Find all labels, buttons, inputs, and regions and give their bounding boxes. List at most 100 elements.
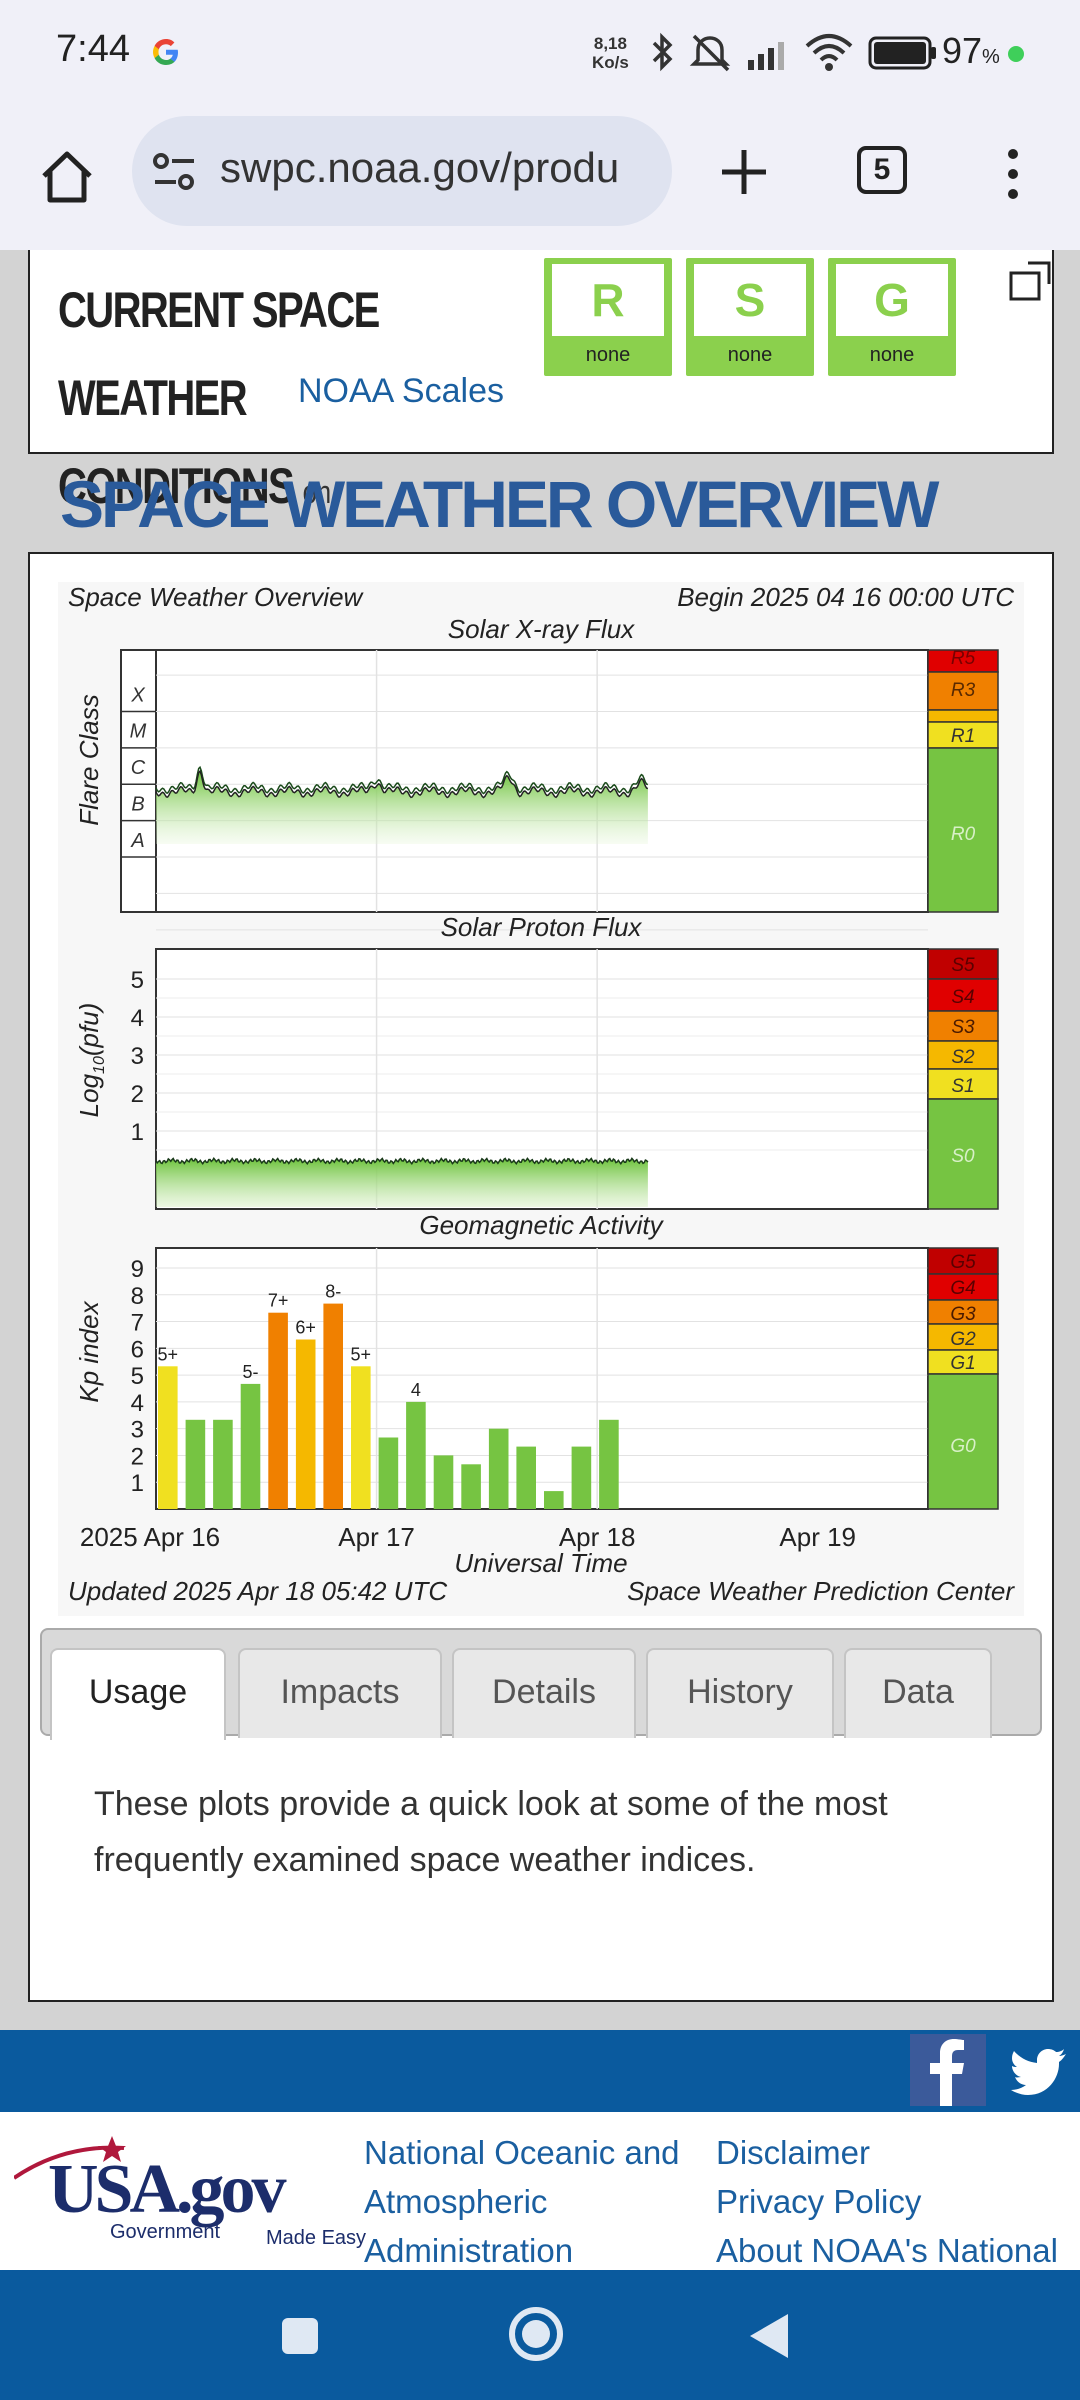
s-scale-label: S1 (951, 1076, 974, 1097)
s-scale-label: S4 (951, 987, 974, 1008)
noaa-admin-link[interactable]: National Oceanic and Atmospheric Adminis… (364, 2128, 680, 2275)
scale-g-badge[interactable]: G none (828, 258, 956, 376)
geomag-ytick: 4 (131, 1390, 144, 1417)
scale-s-level: none (686, 344, 814, 367)
usa-gov-logo[interactable]: USA.gov Government Made Easy (14, 2126, 372, 2250)
scale-r-badge[interactable]: R none (544, 258, 672, 376)
xray-ylabel: Flare Class (74, 694, 104, 825)
kp-bar (516, 1447, 536, 1509)
kp-bar (268, 1313, 288, 1509)
scale-r-letter: R (552, 264, 664, 336)
r-scale-label: R1 (951, 726, 975, 747)
home-icon[interactable] (38, 148, 96, 206)
footer: USA.gov Government Made Easy National Oc… (0, 2112, 1080, 2270)
tab-history[interactable]: History (646, 1648, 834, 1738)
tab-impacts[interactable]: Impacts (238, 1648, 442, 1738)
proton-ytick: 4 (131, 1005, 144, 1032)
kp-bar-label: 7+ (268, 1291, 289, 1311)
proton-panel-title: Solar Proton Flux (441, 912, 643, 942)
web-page: CURRENT SPACE WEATHER CONDITIONS on NOAA… (0, 250, 1080, 2030)
chart-header-left: Space Weather Overview (68, 582, 365, 612)
usa-gov-logo-text: USA.gov (48, 2151, 287, 2228)
s-scale-label: S0 (951, 1146, 975, 1167)
g-scale-label: G1 (950, 1353, 975, 1374)
geomag-ytick: 1 (131, 1470, 144, 1497)
net-speed-indicator: 8,18 Ko/s (592, 34, 629, 72)
kp-bar (186, 1420, 206, 1509)
chart-source-text: Space Weather Prediction Center (627, 1576, 1015, 1606)
kp-bar (461, 1464, 481, 1509)
geomag-g-scale: G5G4G3G2G1G0 (928, 1248, 998, 1509)
wifi-icon (804, 32, 854, 72)
kp-bar (296, 1340, 316, 1510)
site-settings-icon[interactable] (152, 150, 198, 194)
geomag-ytick: 5 (131, 1363, 144, 1390)
net-speed-value: 8,18 (592, 34, 629, 53)
recents-button[interactable] (280, 2316, 320, 2356)
new-tab-icon[interactable] (718, 146, 770, 198)
google-icon (148, 34, 184, 70)
chart-header-right: Begin 2025 04 16 00:00 UTC (677, 582, 1014, 612)
proton-ylabel-sub: 10 (91, 1056, 108, 1074)
proton-ytick: 3 (131, 1043, 144, 1070)
chart-updated-text: Updated 2025 Apr 18 05:42 UTC (68, 1576, 447, 1606)
noaa-scales-link[interactable]: NOAA Scales (298, 372, 504, 411)
proton-s-scale: S5 S4 S3 S2 S1 S0 (928, 949, 998, 1209)
kp-bar (544, 1491, 564, 1509)
about-noaa-link[interactable]: About NOAA's National (716, 2226, 1058, 2275)
conditions-title-line1: CURRENT SPACE WEATHER (58, 266, 426, 442)
facebook-icon[interactable] (910, 2034, 986, 2106)
g-scale-label: G4 (950, 1278, 975, 1299)
geomag-panel-title: Geomagnetic Activity (419, 1210, 664, 1240)
tab-details[interactable]: Details (452, 1648, 636, 1738)
overview-heading: SPACE WEATHER OVERVIEW (60, 466, 936, 542)
proton-ytick: 2 (131, 1081, 144, 1108)
popout-icon[interactable] (1008, 260, 1052, 302)
battery-value: 97 (942, 30, 982, 71)
net-speed-unit: Ko/s (592, 53, 629, 72)
kp-bar (158, 1366, 178, 1509)
x-tick-label: 2025 Apr 16 (80, 1522, 220, 1552)
tab-switcher-button[interactable]: 5 (857, 146, 907, 194)
proton-flux-trace (156, 1158, 648, 1207)
proton-flux-area (156, 1158, 648, 1207)
space-weather-chart[interactable]: Space Weather Overview Begin 2025 04 16 … (58, 582, 1024, 1616)
scale-s-letter: S (694, 264, 806, 336)
xray-panel-title: Solar X-ray Flux (448, 614, 635, 644)
battery-unit: % (982, 46, 1000, 68)
xray-class-C: C (131, 757, 146, 779)
status-time: 7:44 (56, 28, 130, 71)
proton-ytick: 5 (131, 967, 144, 994)
battery-icon (868, 36, 938, 70)
g-scale-label: G2 (950, 1329, 976, 1350)
twitter-icon[interactable] (1010, 2048, 1068, 2096)
tab-usage[interactable]: Usage (50, 1648, 226, 1740)
scale-s-badge[interactable]: S none (686, 258, 814, 376)
proton-ylabel-unit: (pfu) (74, 1003, 104, 1056)
bluetooth-icon (648, 32, 678, 72)
android-nav-bar (0, 2270, 1080, 2400)
geomag-ylabel: Kp index (74, 1300, 104, 1402)
x-tick-label: Apr 17 (338, 1522, 415, 1552)
usage-description: These plots provide a quick look at some… (94, 1776, 1014, 1888)
kp-bar (241, 1384, 261, 1509)
home-button[interactable] (506, 2304, 566, 2364)
geomag-ytick: 2 (131, 1443, 144, 1470)
back-button[interactable] (748, 2312, 790, 2360)
privacy-policy-link[interactable]: Privacy Policy (716, 2177, 1058, 2226)
s-scale-label: S5 (951, 955, 975, 976)
kp-bar-label: 5- (242, 1362, 258, 1382)
xray-plot-area (156, 650, 928, 912)
tab-data[interactable]: Data (844, 1648, 992, 1738)
scale-r-level: none (544, 344, 672, 367)
menu-icon[interactable] (1000, 146, 1026, 202)
g-scale-label: G0 (950, 1436, 976, 1457)
kp-bar (351, 1366, 371, 1509)
xray-class-X: X (130, 684, 145, 706)
scale-g-letter: G (836, 264, 948, 336)
usa-gov-logo-wordmark: USA.gov (48, 2151, 287, 2228)
disclaimer-link[interactable]: Disclaimer (716, 2128, 1058, 2177)
green-dot-icon (1008, 46, 1024, 62)
info-tabs: Usage Impacts Details History Data (40, 1628, 1042, 1736)
address-bar[interactable]: swpc.noaa.gov/produ (132, 116, 672, 226)
